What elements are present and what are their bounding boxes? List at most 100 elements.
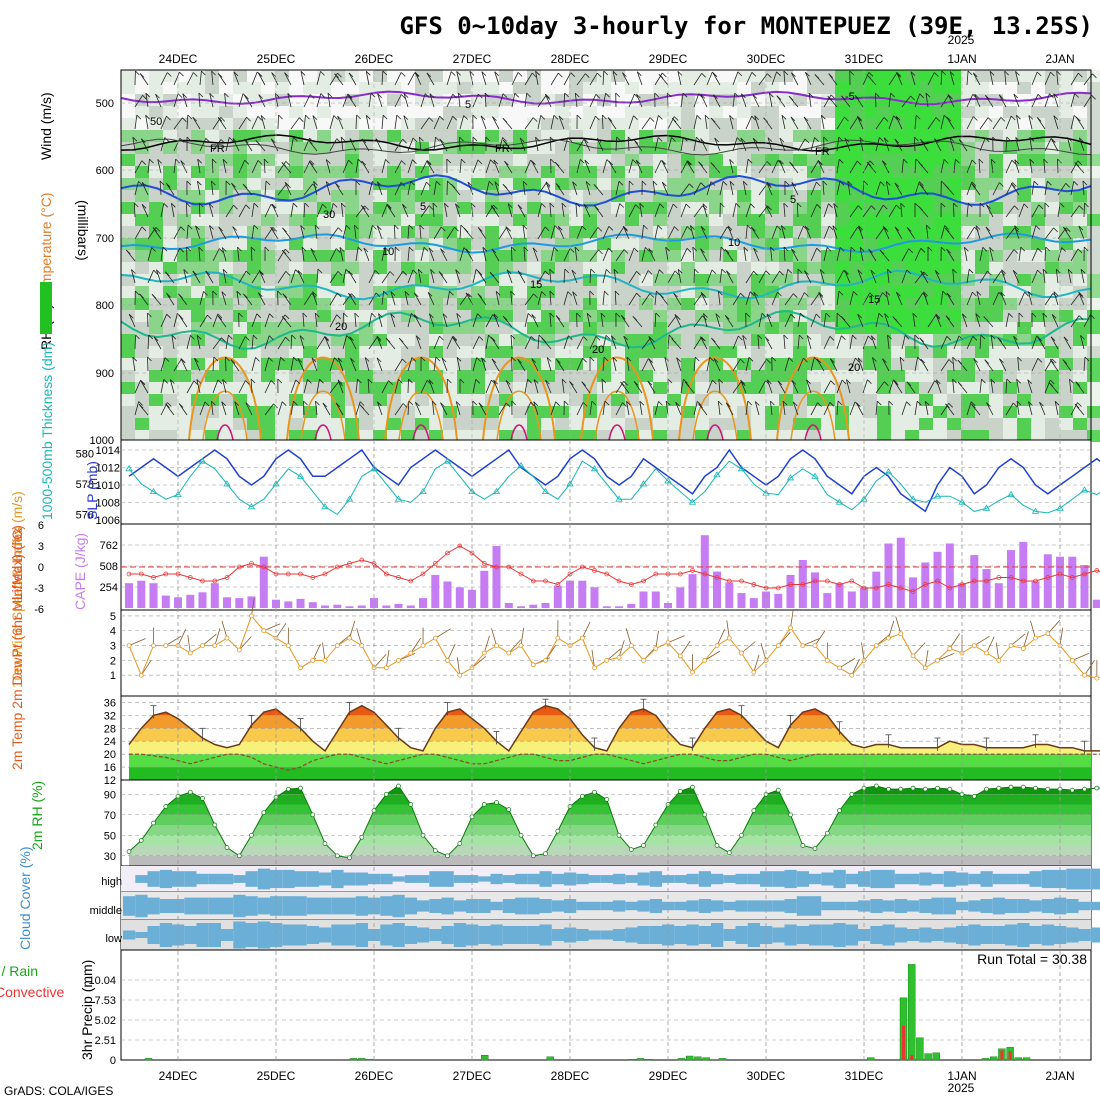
wind-barb xyxy=(420,247,425,262)
cape-axis-label: CAPE (J/kg) xyxy=(72,533,88,610)
temperature-contours xyxy=(120,90,1092,441)
rh-cell xyxy=(499,226,513,238)
wind-barb-flag xyxy=(285,248,290,254)
wind-barb-flag xyxy=(273,403,278,409)
wind-barb-flag xyxy=(465,248,471,254)
rh-cell xyxy=(373,202,387,214)
wind-barb-flag xyxy=(830,358,835,363)
rh-cell xyxy=(975,166,989,178)
wind-barb-flag xyxy=(544,226,550,232)
rh-cell xyxy=(485,358,499,370)
wind-barb-flag xyxy=(166,183,171,188)
wind-barb xyxy=(791,380,799,394)
rh-cell xyxy=(863,250,877,262)
cape-bar xyxy=(664,603,672,608)
wind-barb-flag xyxy=(896,71,901,77)
wind-barb-flag xyxy=(246,116,251,122)
wind-barb-flag xyxy=(243,293,248,299)
wind-barb xyxy=(277,183,287,196)
wind-barb-flag xyxy=(1063,226,1068,232)
rh-cell xyxy=(317,106,331,118)
wind-barb-flag xyxy=(444,202,449,208)
rh-cell xyxy=(891,106,905,118)
rh-cell xyxy=(793,346,807,358)
wind-barb xyxy=(303,115,306,130)
rh-cell xyxy=(261,358,275,370)
rh-cell xyxy=(905,430,919,442)
rh-cell xyxy=(597,118,611,130)
wind-barb xyxy=(218,226,227,240)
rh-cell xyxy=(933,238,947,250)
rh-cell xyxy=(723,310,737,322)
rh-cell xyxy=(261,202,275,214)
wind-barb-flag xyxy=(604,400,610,406)
wind-barb-flag xyxy=(1053,93,1058,98)
wind-barb-flag xyxy=(857,313,862,319)
wind-barb-flag xyxy=(237,246,242,252)
rh-cell xyxy=(331,346,345,358)
wind-barb-flag xyxy=(816,358,822,364)
wind-barb-flag xyxy=(952,378,957,384)
thickness-marker xyxy=(443,457,452,464)
rh-cell xyxy=(905,418,919,430)
wind-barb xyxy=(337,115,344,130)
date-label-bottom: 28DEC xyxy=(551,1069,590,1083)
rh-cell xyxy=(331,334,345,346)
rh-cell xyxy=(135,430,149,442)
rh-cell xyxy=(1045,430,1059,442)
rh-cell xyxy=(387,274,401,286)
rh-cell xyxy=(1087,346,1100,358)
rh-cell xyxy=(317,202,331,214)
wind-barb-flag xyxy=(1061,247,1066,252)
wind-barb-flag xyxy=(647,270,653,275)
rh-cell xyxy=(751,82,765,94)
wind-barb xyxy=(745,357,750,372)
cape-bar xyxy=(811,572,819,608)
wind-barb xyxy=(940,359,950,372)
wind-barb xyxy=(692,247,695,262)
wind-barb xyxy=(702,203,708,218)
wind-barb xyxy=(545,379,552,394)
rh-cell xyxy=(835,166,849,178)
wind-barb-flag xyxy=(1043,158,1048,164)
rh-cell xyxy=(513,358,527,370)
rh-cell xyxy=(583,226,597,238)
rh-cell xyxy=(975,82,989,94)
wind-barb-flag xyxy=(403,93,409,98)
rh-cell xyxy=(639,190,653,202)
rh-cell xyxy=(667,262,681,274)
wind-barb xyxy=(628,159,633,174)
thickness-marker xyxy=(345,495,354,502)
wind-barb xyxy=(978,158,981,174)
rh-cell xyxy=(373,346,387,358)
wind-barb-flag xyxy=(355,180,361,186)
rh-cell xyxy=(737,82,751,94)
rh-cell xyxy=(317,406,331,418)
wind-barb xyxy=(888,115,894,130)
wind-barb xyxy=(888,379,894,394)
rh-cell xyxy=(373,334,387,346)
contour-30-bump xyxy=(692,390,738,441)
rh-cell xyxy=(835,238,849,250)
wind-barb xyxy=(222,379,227,394)
wind-barb xyxy=(745,159,749,174)
cape-bar xyxy=(406,605,415,608)
thickness-marker xyxy=(198,457,207,464)
wind-barb-flag xyxy=(1039,401,1044,407)
wind-barb xyxy=(186,114,189,130)
wind-barb-flag xyxy=(541,337,547,343)
rh-cell xyxy=(681,178,695,190)
wind-barb-flag xyxy=(970,401,976,406)
wind-barb xyxy=(198,92,201,108)
rh-cell xyxy=(681,298,695,310)
wind-barb xyxy=(849,117,859,130)
wind-barb-flag xyxy=(545,93,550,99)
wind-barb xyxy=(1053,291,1059,306)
wind-barb-flag xyxy=(616,136,621,142)
wind-barb xyxy=(211,71,214,86)
wind-barb-flag xyxy=(1001,269,1006,274)
rh-cell xyxy=(961,226,975,238)
rh-cell xyxy=(457,322,471,334)
rh-cell xyxy=(863,298,877,310)
wind-barb xyxy=(537,183,547,196)
